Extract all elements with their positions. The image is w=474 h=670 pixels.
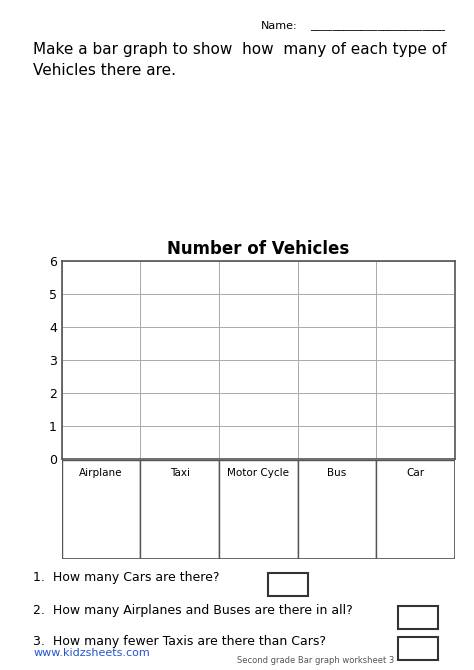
Text: Make a bar graph to show  how  many of each type of
Vehicles there are.: Make a bar graph to show how many of eac… <box>33 42 447 78</box>
Text: Bus: Bus <box>328 468 346 478</box>
Text: Second grade Bar graph worksheet 3: Second grade Bar graph worksheet 3 <box>237 656 394 665</box>
Text: Name:: Name: <box>261 21 297 31</box>
Text: 2.  How many Airplanes and Buses are there in all?: 2. How many Airplanes and Buses are ther… <box>33 604 353 617</box>
Text: www.kidzsheets.com: www.kidzsheets.com <box>33 648 150 658</box>
Text: Taxi: Taxi <box>170 468 190 478</box>
Bar <box>62 460 140 559</box>
Text: ________________________: ________________________ <box>310 21 446 31</box>
Text: Motor Cycle: Motor Cycle <box>228 468 289 478</box>
Bar <box>376 460 455 559</box>
Bar <box>298 460 376 559</box>
Title: Number of Vehicles: Number of Vehicles <box>167 241 349 259</box>
Text: 1.  How many Cars are there?: 1. How many Cars are there? <box>33 571 219 584</box>
Bar <box>140 460 219 559</box>
Text: 3.  How many fewer Taxis are there than Cars?: 3. How many fewer Taxis are there than C… <box>33 635 326 648</box>
Text: Airplane: Airplane <box>79 468 123 478</box>
Text: Car: Car <box>407 468 425 478</box>
Bar <box>219 460 298 559</box>
